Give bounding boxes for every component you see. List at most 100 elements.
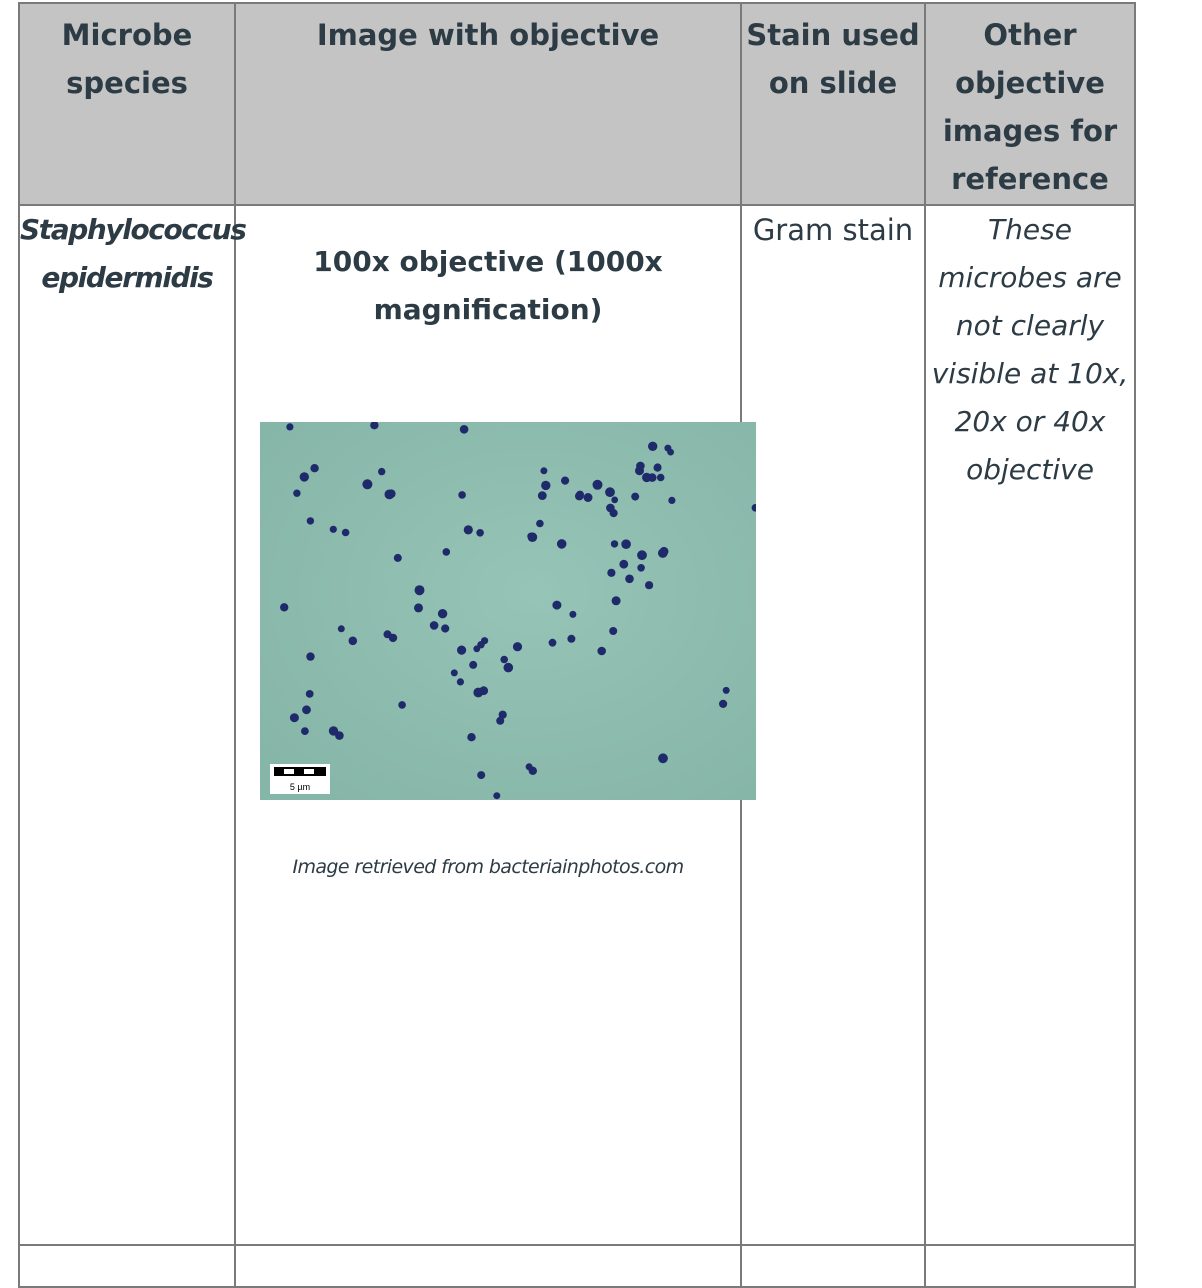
empty-cell [740, 1244, 926, 1288]
coccus-cell [289, 713, 299, 723]
coccus-cell [527, 532, 538, 542]
coccus-cell [398, 701, 406, 709]
coccus-cell [719, 699, 728, 708]
coccus-cell [463, 525, 473, 535]
coccus-cell [525, 763, 533, 771]
stain-cell: Gram stain [740, 204, 926, 1246]
scale-bar-label: 5 µm [290, 782, 310, 792]
coccus-cell [429, 621, 439, 630]
coccus-cell [441, 624, 450, 633]
empty-cell [924, 1244, 1136, 1288]
table-row [18, 1244, 1136, 1288]
coccus-cell [456, 678, 464, 686]
coccus-cell [642, 472, 652, 483]
coccus-cell [648, 441, 658, 451]
coccus-cell [310, 464, 319, 473]
header-stain-used: Stain used on slide [740, 2, 926, 206]
coccus-cell [348, 636, 358, 646]
header-microbe-species: Microbe species [18, 2, 236, 206]
coccus-cell [722, 686, 730, 694]
note-line: 20x or 40x [954, 405, 1106, 438]
empty-cell [18, 1244, 236, 1288]
coccus-cell [388, 633, 398, 643]
coccus-cell [609, 509, 618, 518]
coccus-cell [552, 600, 562, 610]
species-cell: Staphylococcus epidermidis [18, 204, 247, 1246]
header-text: Stain used on slide [746, 18, 920, 100]
coccus-cell [387, 489, 396, 498]
coccus-cell [567, 634, 576, 643]
note-line: visible at 10x, [931, 357, 1129, 390]
coccus-cell [653, 463, 662, 472]
coccus-cell [473, 687, 484, 698]
coccus-cell [592, 479, 603, 490]
coccus-cell [631, 492, 640, 501]
coccus-cell [605, 487, 615, 498]
empty-cell [234, 1244, 742, 1288]
coccus-cell [561, 476, 570, 485]
coccus-cell [658, 753, 668, 764]
coccus-cell [473, 645, 481, 653]
note-line: microbes are [938, 261, 1122, 294]
coccus-cell [302, 705, 311, 715]
note-line: objective [966, 453, 1094, 486]
microbe-table: Microbe species Image with objective Sta… [18, 2, 1136, 1288]
coccus-cell [637, 550, 647, 561]
coccus-cell [341, 528, 350, 537]
coccus-cell [541, 480, 551, 491]
coccus-cell [637, 564, 645, 572]
coccus-cell [656, 473, 665, 482]
coccus-cell [378, 467, 386, 476]
coccus-cell [556, 539, 567, 549]
coccus-cell [496, 716, 505, 725]
coccus-cell [476, 529, 484, 537]
coccus-cell [459, 425, 469, 434]
coccus-cell [658, 548, 668, 558]
coccus-cell [393, 553, 402, 562]
coccus-cell [442, 548, 451, 556]
coccus-cell [306, 517, 315, 525]
micrograph-image: 5 µm [260, 421, 760, 819]
coccus-cell [299, 472, 309, 482]
coccus-cell [498, 710, 507, 719]
stain-text: Gram stain [752, 213, 914, 247]
header-text: Microbe species [61, 18, 193, 100]
coccus-cell [301, 727, 309, 735]
coccus-cell [503, 662, 514, 673]
coccus-cell [610, 540, 619, 548]
image-caption: Image retrieved from bacteriainphotos.co… [292, 856, 684, 878]
coccus-cell [607, 568, 616, 577]
coccus-cell [328, 726, 339, 736]
coccus-cell [611, 596, 621, 606]
coccus-cell [280, 603, 289, 612]
coccus-cell [569, 610, 577, 618]
scale-bar: 5 µm [270, 764, 330, 794]
coccus-cell [467, 733, 476, 742]
coccus-cell [611, 496, 619, 504]
header-text: Image with objective [316, 18, 660, 52]
coccus-cell [286, 423, 294, 431]
header-text: Other objective images for reference [942, 18, 1118, 196]
coccus-cell [457, 645, 467, 655]
coccus-cell [609, 627, 618, 635]
species-epithet: epidermidis [41, 261, 214, 294]
coccus-cell [493, 792, 501, 800]
header-row: Microbe species Image with objective Sta… [18, 2, 1136, 206]
coccus-cell [477, 771, 486, 780]
coccus-cell [329, 525, 337, 533]
header-other-objective-images: Other objective images for reference [924, 2, 1136, 206]
coccus-cell [619, 559, 629, 569]
coccus-cell [450, 669, 458, 677]
coccus-cell [437, 609, 448, 619]
coccus-cell [625, 574, 634, 584]
coccus-cell [306, 652, 315, 661]
coccus-cell [548, 638, 557, 647]
coccus-cell [500, 655, 508, 664]
coccus-cell [597, 646, 606, 656]
coccus-cell [414, 603, 423, 613]
coccus-cell [537, 491, 547, 500]
coccus-cell [540, 467, 548, 475]
coccus-cell [664, 444, 672, 452]
coccus-cell [512, 642, 523, 652]
coccus-cell [536, 519, 544, 528]
